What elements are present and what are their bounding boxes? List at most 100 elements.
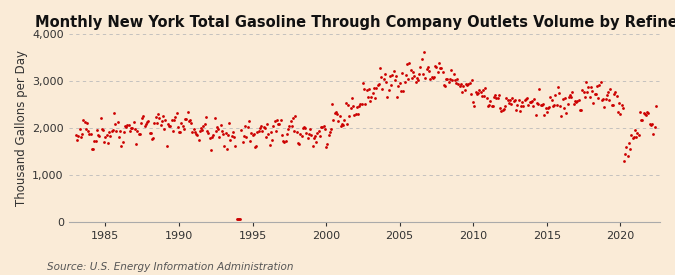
Point bbox=[112, 120, 123, 124]
Point bbox=[379, 72, 390, 76]
Point bbox=[318, 123, 329, 128]
Point bbox=[337, 122, 348, 126]
Point bbox=[352, 112, 363, 117]
Point bbox=[416, 56, 427, 61]
Point bbox=[637, 118, 648, 123]
Point bbox=[240, 124, 250, 128]
Point bbox=[181, 117, 192, 121]
Point bbox=[373, 82, 384, 86]
Point bbox=[609, 92, 620, 97]
Point bbox=[447, 78, 458, 82]
Point bbox=[73, 134, 84, 138]
Point bbox=[632, 131, 643, 135]
Point bbox=[148, 136, 159, 140]
Point bbox=[92, 133, 103, 137]
Point bbox=[396, 89, 406, 93]
Point bbox=[580, 80, 591, 84]
Point bbox=[351, 104, 362, 109]
Point bbox=[528, 104, 539, 108]
Point bbox=[355, 102, 366, 106]
Point bbox=[504, 98, 515, 102]
Point bbox=[385, 74, 396, 78]
Point bbox=[298, 125, 308, 130]
Point bbox=[211, 125, 222, 129]
Point bbox=[151, 121, 162, 125]
Point bbox=[360, 102, 371, 106]
Point bbox=[502, 98, 513, 102]
Point bbox=[377, 87, 388, 92]
Point bbox=[454, 84, 465, 89]
Point bbox=[463, 82, 474, 86]
Point bbox=[254, 126, 265, 130]
Point bbox=[140, 122, 151, 126]
Point bbox=[300, 126, 310, 130]
Point bbox=[312, 130, 323, 135]
Point bbox=[389, 78, 400, 82]
Point bbox=[627, 136, 638, 141]
Point bbox=[456, 82, 466, 87]
Point bbox=[486, 104, 497, 109]
Point bbox=[214, 135, 225, 139]
Point bbox=[651, 104, 661, 108]
Point bbox=[605, 87, 616, 91]
Point bbox=[560, 96, 570, 101]
Point bbox=[555, 103, 566, 108]
Point bbox=[157, 119, 167, 123]
Point bbox=[603, 89, 614, 94]
Point bbox=[519, 97, 530, 102]
Point bbox=[415, 65, 426, 70]
Point bbox=[165, 123, 176, 128]
Point bbox=[622, 154, 633, 159]
Point bbox=[238, 139, 248, 144]
Point bbox=[271, 118, 282, 122]
Point bbox=[184, 119, 194, 123]
Point bbox=[408, 70, 418, 74]
Point bbox=[477, 94, 487, 98]
Point bbox=[154, 116, 165, 120]
Point bbox=[471, 91, 482, 96]
Point bbox=[424, 68, 435, 73]
Point bbox=[258, 124, 269, 129]
Point bbox=[537, 103, 547, 107]
Point bbox=[321, 144, 331, 149]
Point bbox=[568, 102, 579, 106]
Point bbox=[184, 118, 195, 122]
Point bbox=[469, 103, 480, 108]
Point bbox=[161, 144, 172, 148]
Point bbox=[113, 135, 124, 139]
Point bbox=[453, 82, 464, 86]
Point bbox=[468, 100, 479, 104]
Point bbox=[349, 113, 360, 117]
Point bbox=[567, 89, 578, 94]
Point bbox=[304, 126, 315, 131]
Point bbox=[606, 103, 617, 108]
Point bbox=[146, 136, 157, 141]
Point bbox=[420, 75, 431, 80]
Point bbox=[313, 128, 324, 133]
Point bbox=[205, 135, 215, 140]
Point bbox=[311, 139, 322, 144]
Point bbox=[641, 113, 651, 117]
Point bbox=[248, 132, 259, 136]
Point bbox=[190, 130, 200, 134]
Point bbox=[99, 140, 109, 144]
Point bbox=[594, 83, 605, 88]
Point bbox=[579, 95, 590, 99]
Point bbox=[414, 72, 425, 76]
Point bbox=[280, 138, 291, 143]
Point bbox=[218, 132, 229, 136]
Point bbox=[143, 119, 154, 123]
Point bbox=[614, 101, 624, 106]
Point bbox=[450, 78, 460, 82]
Point bbox=[478, 87, 489, 92]
Point bbox=[158, 114, 169, 119]
Point bbox=[439, 83, 450, 88]
Point bbox=[343, 103, 354, 107]
Point bbox=[561, 111, 572, 115]
Point bbox=[253, 128, 264, 133]
Point bbox=[495, 106, 506, 110]
Point bbox=[196, 126, 207, 131]
Point bbox=[294, 142, 304, 147]
Point bbox=[98, 128, 109, 132]
Point bbox=[547, 104, 558, 109]
